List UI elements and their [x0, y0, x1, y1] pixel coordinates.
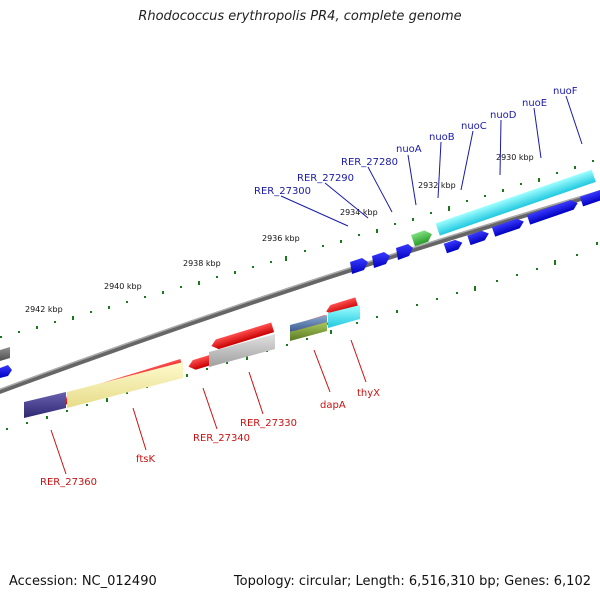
- gene-label-dapa: dapA: [320, 400, 346, 411]
- genome-backbone: [0, 190, 600, 394]
- map-title: Rhodococcus erythropolis PR4, complete g…: [138, 9, 462, 24]
- gene-label-nuoa: nuoA: [396, 144, 422, 155]
- gene-label-rer27330: RER_27330: [240, 418, 297, 429]
- gene-nuo-cyan: [435, 169, 596, 236]
- gene-gray-edge: [0, 347, 10, 361]
- gene-label-rer27360: RER_27360: [40, 477, 97, 488]
- gene-label-nuof: nuoF: [553, 86, 578, 97]
- tick-labels: 2942 kbp 2940 kbp 2938 kbp 2936 kbp 2934…: [25, 153, 534, 314]
- tick-label: 2938 kbp: [183, 259, 221, 268]
- top-gene-labels: [280, 95, 583, 227]
- gene-label-nuod: nuoD: [490, 110, 517, 121]
- gene-label-rer27290: RER_27290: [297, 173, 354, 184]
- gene-blue: [579, 187, 600, 207]
- genome-summary-text: Topology: circular; Length: 6,516,310 bp…: [233, 574, 591, 589]
- category-olive: [290, 322, 327, 341]
- gene-label-rer27280: RER_27280: [341, 157, 398, 168]
- tick-label: 2942 kbp: [25, 305, 63, 314]
- tick-label: 2932 kbp: [418, 181, 456, 190]
- category-navy: [24, 392, 66, 418]
- gene-label-nuoe: nuoE: [522, 98, 547, 109]
- category-gray: [209, 334, 275, 367]
- gene-red: [188, 354, 215, 370]
- gene-red: [211, 322, 275, 350]
- gene-label-nuob: nuoB: [429, 132, 455, 143]
- gene-blue: [491, 218, 524, 237]
- gene-blue: [467, 230, 489, 246]
- tick-label: 2936 kbp: [262, 234, 300, 243]
- category-cyan: [328, 305, 360, 328]
- category-bars: [24, 305, 360, 418]
- gene-label-nuoc: nuoC: [461, 121, 487, 132]
- accession-text: Accession: NC_012490: [9, 574, 157, 589]
- forward-genes: [0, 169, 600, 378]
- category-steel: [290, 315, 327, 332]
- gene-blue: [396, 244, 413, 260]
- gene-label-rer27300: RER_27300: [254, 186, 311, 197]
- gene-green: [411, 230, 432, 247]
- gene-blue: [372, 252, 390, 268]
- gene-label-thyx: thyX: [357, 388, 380, 399]
- tick-label: 2934 kbp: [340, 208, 378, 217]
- tick-label: 2930 kbp: [496, 153, 534, 162]
- gene-label-rer27340: RER_27340: [193, 433, 250, 444]
- gene-red: [326, 297, 359, 315]
- gene-blue-edge: [0, 365, 12, 378]
- bottom-gene-labels: [50, 339, 367, 475]
- gene-blue-small: [443, 239, 463, 254]
- gene-label-ftsk: ftsK: [136, 454, 155, 465]
- gene-blue: [350, 258, 368, 274]
- category-yellow: [67, 362, 183, 408]
- scale-ring-outer: [0, 160, 594, 338]
- gene-blue: [526, 200, 578, 225]
- tick-label: 2940 kbp: [104, 282, 142, 291]
